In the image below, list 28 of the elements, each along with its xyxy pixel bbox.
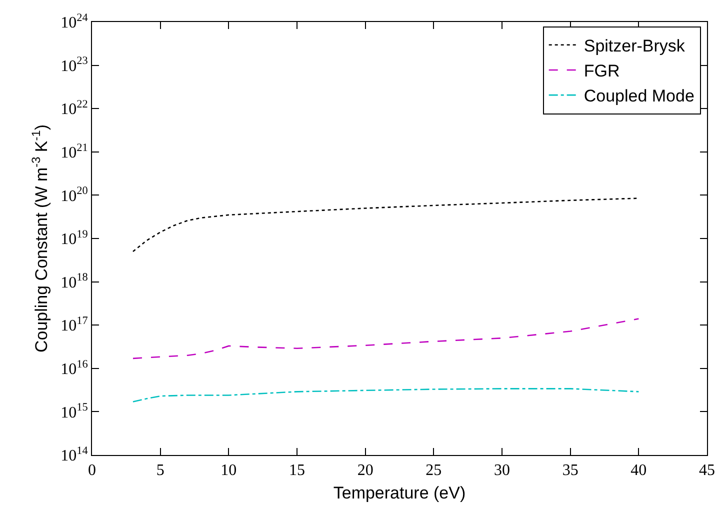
line-series (132, 198, 640, 252)
y-tick-label: 10$^{19}$ (60, 228, 88, 248)
legend-label: FGR (584, 62, 620, 81)
x-tick-label: 30 (494, 462, 510, 480)
x-tick-label: 15 (289, 462, 305, 480)
y-tick-label: 10$^{14}$ (60, 444, 88, 465)
x-tick-label: 45 (699, 462, 715, 480)
y-tick-label: 10$^{18}$ (60, 272, 88, 292)
x-tick-label: 35 (562, 462, 578, 480)
y-tick-label: 10$^{20}$ (60, 185, 88, 205)
y-tick-label: 10$^{17}$ (60, 314, 88, 335)
x-tick-label: 0 (88, 462, 96, 480)
legend-label: Coupled Mode (584, 86, 694, 106)
y-tick-label: 10$^{24}$ (60, 12, 88, 32)
y-tick-label: 10$^{15}$ (60, 402, 88, 422)
x-tick-label: 10 (220, 462, 237, 480)
y-tick-label: 10$^{21}$ (60, 142, 88, 162)
x-tick-label: 5 (156, 462, 164, 480)
x-tick-label: 20 (357, 462, 374, 480)
x-tick-label: 40 (630, 462, 647, 480)
line-series (132, 318, 640, 360)
line-series (132, 388, 640, 402)
x-tick-label: 25 (426, 462, 442, 480)
y-tick-label: 10$^{16}$ (60, 358, 88, 378)
legend-label: Spitzer-Brysk (584, 36, 686, 56)
x-axis-title: Temperature (eV) (333, 484, 466, 503)
y-tick-label: 10$^{23}$ (60, 55, 88, 75)
y-tick-label: 10$^{22}$ (60, 98, 88, 118)
